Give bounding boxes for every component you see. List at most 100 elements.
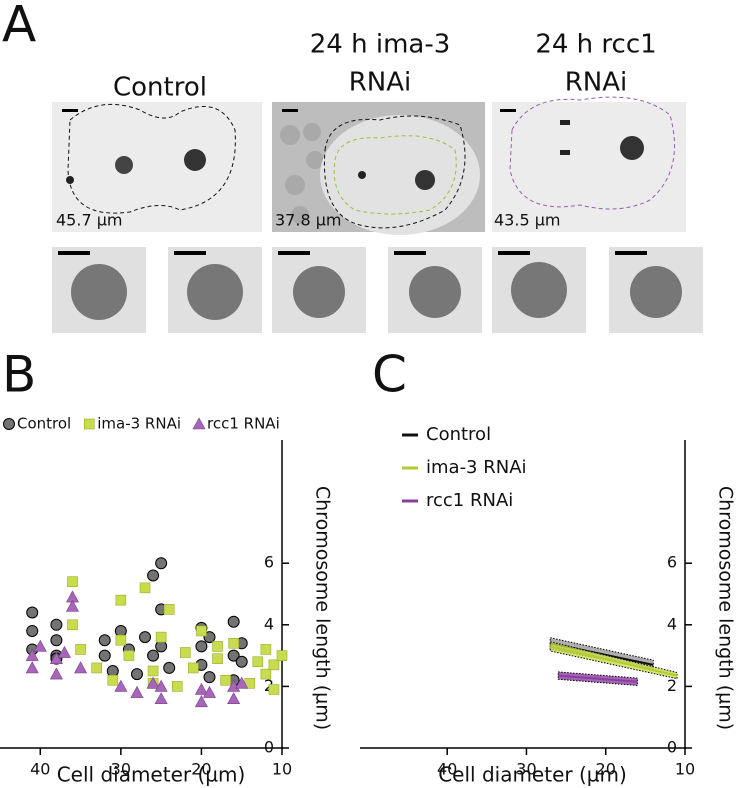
point [212, 653, 223, 664]
panel-letter: A [2, 0, 36, 54]
condition-title: 24 h ima-3 [310, 30, 451, 60]
point [123, 650, 135, 661]
point [227, 615, 240, 628]
point [115, 634, 127, 646]
point [252, 656, 264, 668]
micrographs [52, 96, 703, 333]
point [195, 640, 208, 653]
fit-line [550, 645, 678, 677]
point [154, 679, 168, 692]
point [188, 662, 199, 674]
point [227, 679, 241, 692]
point [163, 661, 176, 674]
measurement: 45.7 µm [56, 211, 122, 230]
y-tick-label: 4 [667, 614, 677, 633]
point [147, 665, 159, 677]
point [139, 631, 152, 644]
point [154, 692, 168, 705]
point [147, 569, 160, 582]
x-tick-label: 10 [675, 760, 695, 779]
point [25, 661, 39, 674]
point [49, 667, 63, 680]
point [194, 695, 208, 708]
point [155, 640, 168, 653]
point [114, 679, 128, 692]
legend-label: rcc1 RNAi [207, 415, 280, 433]
x-tick-label: 20 [191, 760, 211, 779]
measurement: 43.5 µm [494, 211, 560, 230]
legend-label: ima-3 RNAi [426, 457, 527, 478]
point [171, 681, 183, 692]
fit-line [558, 674, 638, 683]
point [260, 668, 272, 680]
point [66, 599, 80, 612]
x-tick-label: 10 [272, 760, 292, 779]
point [260, 644, 272, 655]
y-tick-label: 6 [264, 553, 274, 572]
point [67, 619, 78, 631]
y-axis-label: Chromosome length (µm) [715, 486, 737, 730]
measurement: 37.8 µm [275, 211, 341, 230]
point [130, 685, 144, 698]
y-axis-label: Chromosome length (µm) [312, 486, 334, 730]
point [155, 631, 167, 643]
point [194, 682, 208, 695]
point [276, 650, 288, 661]
condition-title: RNAi [565, 68, 628, 98]
legend-marker [83, 418, 95, 430]
y-tick-label: 6 [667, 553, 677, 572]
point [268, 659, 280, 671]
point [155, 557, 168, 570]
point [212, 641, 223, 652]
x-tick-label: 20 [596, 760, 616, 779]
point [235, 676, 249, 689]
point [196, 625, 207, 637]
y-tick-label: 2 [667, 676, 677, 695]
point [227, 649, 240, 662]
y-tick-label: 4 [264, 614, 274, 633]
point [67, 576, 78, 587]
x-axis-label: Cell diameter (µm) [57, 763, 246, 787]
x-tick-label: 40 [30, 760, 50, 779]
legend-label: Control [17, 415, 71, 433]
point [146, 676, 160, 689]
y-tick-label: 0 [667, 738, 677, 757]
point [98, 649, 111, 662]
point [139, 582, 151, 594]
point [50, 618, 63, 631]
point [235, 655, 248, 668]
point [26, 624, 39, 637]
point [220, 674, 231, 686]
legend-label: ima-3 RNAi [97, 415, 181, 433]
panel-letter: C [372, 346, 407, 404]
point [91, 662, 102, 674]
point [227, 692, 241, 705]
legend-label: Control [426, 424, 491, 445]
point [130, 668, 143, 681]
point [202, 685, 216, 698]
x-axis-label: Cell diameter (µm) [438, 763, 627, 787]
condition-title: RNAi [349, 68, 412, 98]
point [50, 634, 63, 647]
point [25, 648, 39, 661]
legend-marker [3, 418, 15, 430]
x-tick-label: 30 [516, 760, 536, 779]
point [75, 644, 86, 655]
point [114, 624, 127, 637]
point [98, 634, 111, 647]
panel-letter: B [2, 346, 36, 404]
point [74, 661, 88, 674]
point [163, 604, 175, 615]
x-tick-label: 40 [437, 760, 457, 779]
point [57, 645, 71, 658]
legend-label: rcc1 RNAi [426, 490, 513, 511]
point [107, 674, 119, 686]
point [33, 639, 47, 652]
point [106, 665, 119, 677]
point [49, 652, 63, 664]
point [180, 647, 191, 658]
condition-title: 24 h rcc1 [535, 30, 656, 60]
point [115, 594, 127, 606]
y-tick-label: 0 [264, 738, 274, 757]
